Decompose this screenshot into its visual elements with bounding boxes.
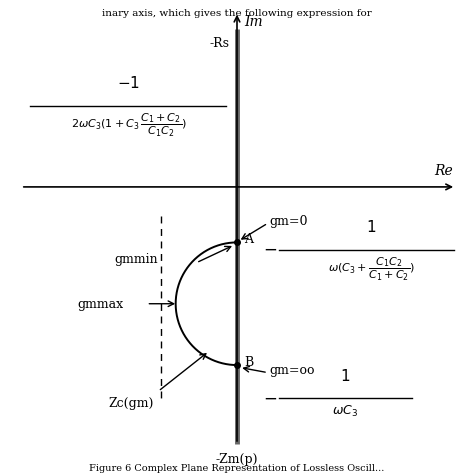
Text: Im: Im: [244, 15, 263, 28]
Text: $\omega C_3$: $\omega C_3$: [332, 404, 358, 419]
Text: Figure 6 Complex Plane Representation of Lossless Oscill...: Figure 6 Complex Plane Representation of…: [89, 465, 385, 474]
Text: $1$: $1$: [340, 368, 350, 384]
Text: Zc(gm): Zc(gm): [109, 397, 154, 410]
Text: inary axis, which gives the following expression for: inary axis, which gives the following ex…: [102, 9, 372, 18]
Text: A: A: [244, 233, 253, 246]
Text: -Rs: -Rs: [210, 37, 230, 50]
Text: B: B: [244, 356, 253, 369]
Text: gm=oo: gm=oo: [269, 365, 315, 377]
Text: Re: Re: [434, 164, 453, 178]
Text: $-$: $-$: [263, 388, 277, 406]
Text: gmmax: gmmax: [77, 299, 123, 311]
Text: gmmin: gmmin: [115, 254, 158, 266]
Text: $2\omega C_3(1+C_3\,\dfrac{C_1+C_2}{C_1C_2})$: $2\omega C_3(1+C_3\,\dfrac{C_1+C_2}{C_1C…: [71, 112, 187, 139]
Text: gm=0: gm=0: [269, 216, 308, 228]
Text: $\omega(C_3+\dfrac{C_1C_2}{C_1+C_2})$: $\omega(C_3+\dfrac{C_1C_2}{C_1+C_2})$: [328, 256, 415, 283]
Text: $-$: $-$: [263, 239, 277, 257]
Text: -Zm(p): -Zm(p): [216, 453, 258, 465]
Text: $-1$: $-1$: [118, 74, 140, 91]
Text: $1$: $1$: [366, 219, 376, 235]
